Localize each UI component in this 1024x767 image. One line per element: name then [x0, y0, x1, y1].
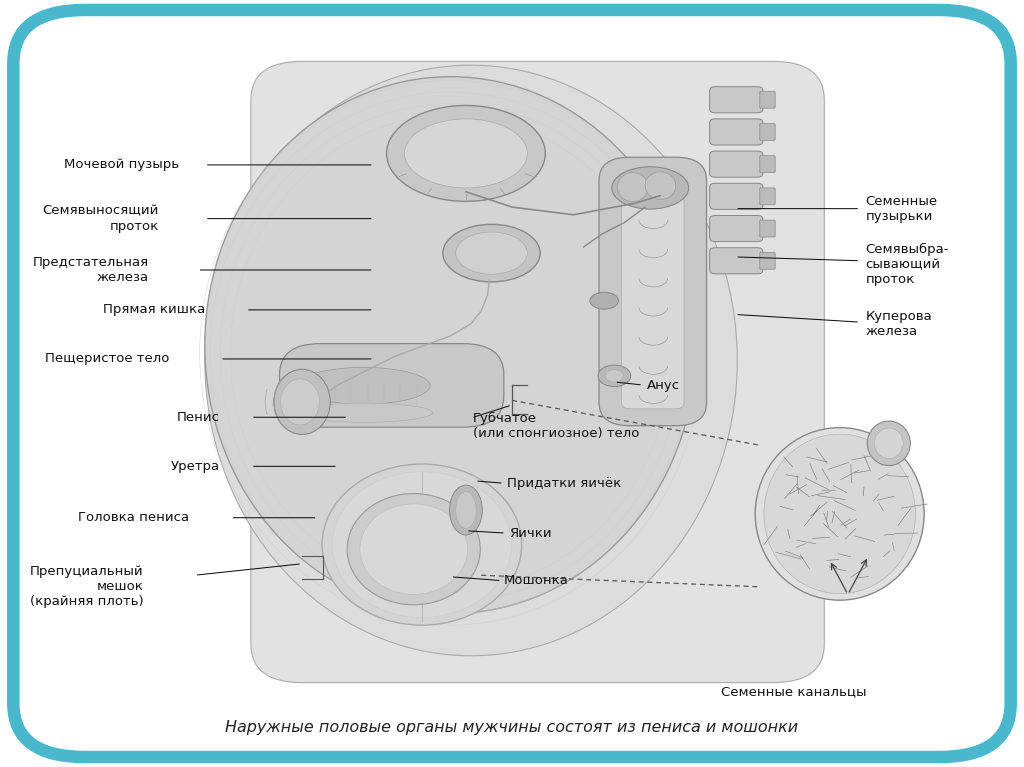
Text: Уретра: Уретра — [171, 460, 220, 472]
FancyBboxPatch shape — [710, 119, 763, 145]
FancyBboxPatch shape — [760, 252, 775, 269]
Text: Семенные канальцы: Семенные канальцы — [721, 685, 866, 698]
Text: Семенные
пузырьки: Семенные пузырьки — [865, 195, 937, 222]
Text: Пещеристое тело: Пещеристое тело — [45, 353, 169, 365]
Ellipse shape — [755, 427, 924, 600]
Text: Губчатое
(или спонгиозное) тело: Губчатое (или спонгиозное) тело — [473, 413, 639, 440]
FancyBboxPatch shape — [599, 157, 707, 426]
FancyBboxPatch shape — [710, 151, 763, 177]
Ellipse shape — [645, 172, 676, 199]
FancyBboxPatch shape — [760, 188, 775, 205]
Ellipse shape — [598, 365, 631, 387]
Text: Пенис: Пенис — [177, 411, 220, 423]
Text: Яички: Яички — [509, 527, 552, 539]
Text: Мочевой пузырь: Мочевой пузырь — [65, 159, 179, 171]
Ellipse shape — [590, 292, 618, 309]
Ellipse shape — [764, 434, 915, 594]
Ellipse shape — [442, 224, 541, 282]
FancyBboxPatch shape — [710, 87, 763, 113]
Text: Семявыносящий
проток: Семявыносящий проток — [42, 205, 159, 232]
Ellipse shape — [450, 486, 482, 535]
Text: Прямая кишка: Прямая кишка — [102, 304, 205, 316]
Ellipse shape — [281, 379, 319, 425]
Text: Придатки яичёк: Придатки яичёк — [507, 477, 622, 489]
FancyBboxPatch shape — [280, 344, 504, 427]
FancyBboxPatch shape — [710, 248, 763, 274]
Text: Куперова
железа: Куперова железа — [865, 311, 932, 338]
Ellipse shape — [297, 367, 430, 404]
FancyBboxPatch shape — [760, 156, 775, 173]
FancyBboxPatch shape — [760, 123, 775, 140]
Ellipse shape — [456, 492, 476, 528]
Ellipse shape — [332, 472, 511, 617]
Ellipse shape — [205, 77, 696, 614]
Text: Мошонка: Мошонка — [504, 574, 568, 587]
Ellipse shape — [617, 173, 648, 202]
FancyBboxPatch shape — [760, 220, 775, 237]
Text: Предстательная
железа: Предстательная железа — [33, 256, 148, 284]
Ellipse shape — [605, 370, 624, 382]
FancyBboxPatch shape — [760, 91, 775, 108]
FancyBboxPatch shape — [622, 174, 684, 409]
Ellipse shape — [612, 167, 688, 209]
Text: Анус: Анус — [647, 379, 680, 391]
Ellipse shape — [404, 119, 527, 188]
Ellipse shape — [867, 421, 910, 466]
Ellipse shape — [456, 232, 527, 275]
Ellipse shape — [273, 370, 330, 434]
Ellipse shape — [322, 464, 522, 625]
FancyBboxPatch shape — [13, 10, 1011, 757]
FancyBboxPatch shape — [251, 61, 824, 683]
Text: Головка пениса: Головка пениса — [78, 512, 189, 524]
Ellipse shape — [205, 65, 737, 656]
Ellipse shape — [295, 403, 432, 422]
Ellipse shape — [874, 428, 903, 459]
FancyBboxPatch shape — [710, 216, 763, 242]
Text: Препуциальный
мешок
(крайняя плоть): Препуциальный мешок (крайняя плоть) — [30, 565, 143, 608]
FancyBboxPatch shape — [710, 183, 763, 209]
Text: Семявыбра-
сывающий
проток: Семявыбра- сывающий проток — [865, 243, 949, 286]
Ellipse shape — [347, 494, 480, 604]
Ellipse shape — [360, 504, 468, 594]
Ellipse shape — [387, 105, 545, 201]
Text: Наружные половые органы мужчины состоят из пениса и мошонки: Наружные половые органы мужчины состоят … — [225, 719, 799, 735]
